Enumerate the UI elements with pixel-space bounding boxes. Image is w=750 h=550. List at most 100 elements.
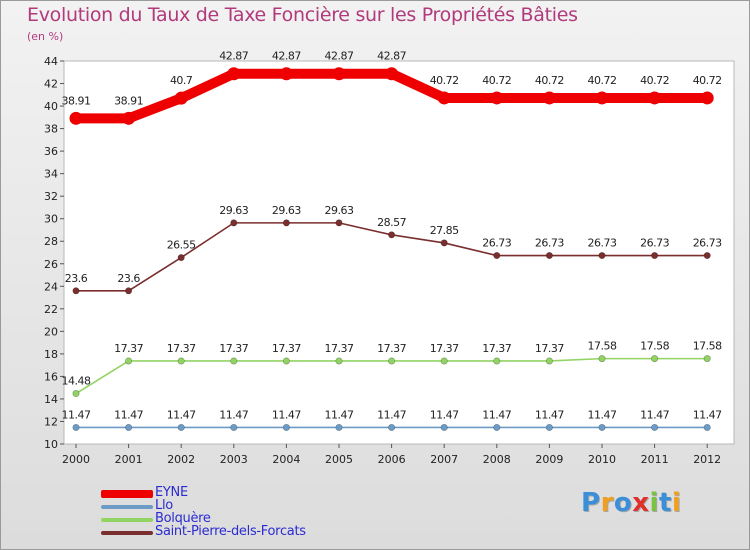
plot-area [63,60,735,445]
data-label: 26.73 [640,237,669,250]
x-tick-label: 2003 [220,453,248,466]
data-point [227,67,241,81]
y-tick-label: 10 [44,438,58,451]
data-point [72,390,80,398]
data-label: 17.37 [325,342,354,355]
legend-item-eyne: EYNE [101,485,361,500]
legend-label-eyne: EYNE [155,485,188,500]
y-tick-label: 22 [44,303,58,316]
legend-swatch-llo [101,504,153,509]
logo-letter: r [600,488,614,518]
y-tick-label: 12 [44,415,58,428]
data-label: 40.72 [430,74,459,87]
y-tick-label: 44 [44,55,58,68]
data-point [700,91,714,105]
y-tick-label: 32 [44,190,58,203]
data-point [177,254,185,262]
data-point [598,423,606,431]
data-point [125,357,133,365]
x-tick-label: 2004 [272,453,300,466]
data-point [703,355,711,363]
data-point [545,423,553,431]
data-label: 17.37 [272,342,301,355]
data-point [545,252,553,260]
y-tick-label: 28 [44,235,58,248]
data-label: 11.47 [219,408,248,421]
legend-label-bolquere: Bolquère [155,511,211,526]
y-tick-label: 40 [44,100,58,113]
data-point [69,111,83,125]
data-label: 40.72 [640,74,669,87]
data-point [440,239,448,247]
data-point [703,423,711,431]
legend-item-bolquere: Bolquère [101,511,361,526]
legend-item-saint-pierre: Saint-Pierre-dels-Forcats [101,524,361,539]
data-point [125,287,133,295]
data-point [542,91,556,105]
data-point [125,423,133,431]
data-label: 11.47 [62,408,91,421]
data-point [388,423,396,431]
x-tick-label: 2000 [62,453,90,466]
logo-letter: i [671,488,682,518]
data-point [598,355,606,363]
data-point [332,67,346,81]
data-label: 11.47 [272,408,301,421]
data-point [595,91,609,105]
data-point [177,357,185,365]
logo-letter: i [649,488,659,518]
data-point [437,91,451,105]
data-label: 26.73 [693,237,722,250]
legend-label-saint-pierre: Saint-Pierre-dels-Forcats [155,524,306,539]
data-label: 29.63 [219,204,248,217]
data-label: 11.47 [535,408,564,421]
data-point [282,423,290,431]
data-label: 29.63 [272,204,301,217]
y-tick-label: 20 [44,325,58,338]
data-point [122,111,136,125]
data-label: 17.37 [535,342,564,355]
data-label: 11.47 [693,408,722,421]
x-tick-label: 2001 [115,453,143,466]
y-tick-label: 18 [44,348,58,361]
data-point [282,357,290,365]
data-label: 26.73 [535,237,564,250]
y-tick-label: 16 [44,370,58,383]
proxiti-logo: Proxiti [581,488,681,518]
data-point [388,231,396,239]
y-tick-label: 26 [44,258,58,271]
data-point [703,252,711,260]
x-tick-label: 2007 [430,453,458,466]
data-point [545,357,553,365]
data-label: 17.37 [430,342,459,355]
data-label: 14.48 [62,375,91,388]
y-tick-label: 14 [44,393,58,406]
x-tick-label: 2010 [588,453,616,466]
x-tick-label: 2009 [535,453,563,466]
data-label: 29.63 [325,204,354,217]
data-label: 17.58 [693,340,722,353]
chart-title: Evolution du Taux de Taxe Foncière sur l… [27,4,578,26]
data-point [651,355,659,363]
data-label: 40.72 [693,74,722,87]
x-tick-label: 2006 [378,453,406,466]
data-label: 17.58 [588,340,617,353]
data-label: 38.91 [62,94,91,107]
data-point [335,357,343,365]
data-label: 23.6 [65,272,88,285]
data-point [72,287,80,295]
data-point [493,357,501,365]
data-point [440,357,448,365]
data-point [440,423,448,431]
y-tick-label: 38 [44,123,58,136]
y-tick-label: 24 [44,280,58,293]
logo-letter: P [581,488,601,518]
data-label: 42.87 [325,50,354,63]
data-point [230,357,238,365]
data-label: 11.47 [167,408,196,421]
data-point [388,357,396,365]
data-label: 17.37 [377,342,406,355]
data-label: 17.37 [219,342,248,355]
